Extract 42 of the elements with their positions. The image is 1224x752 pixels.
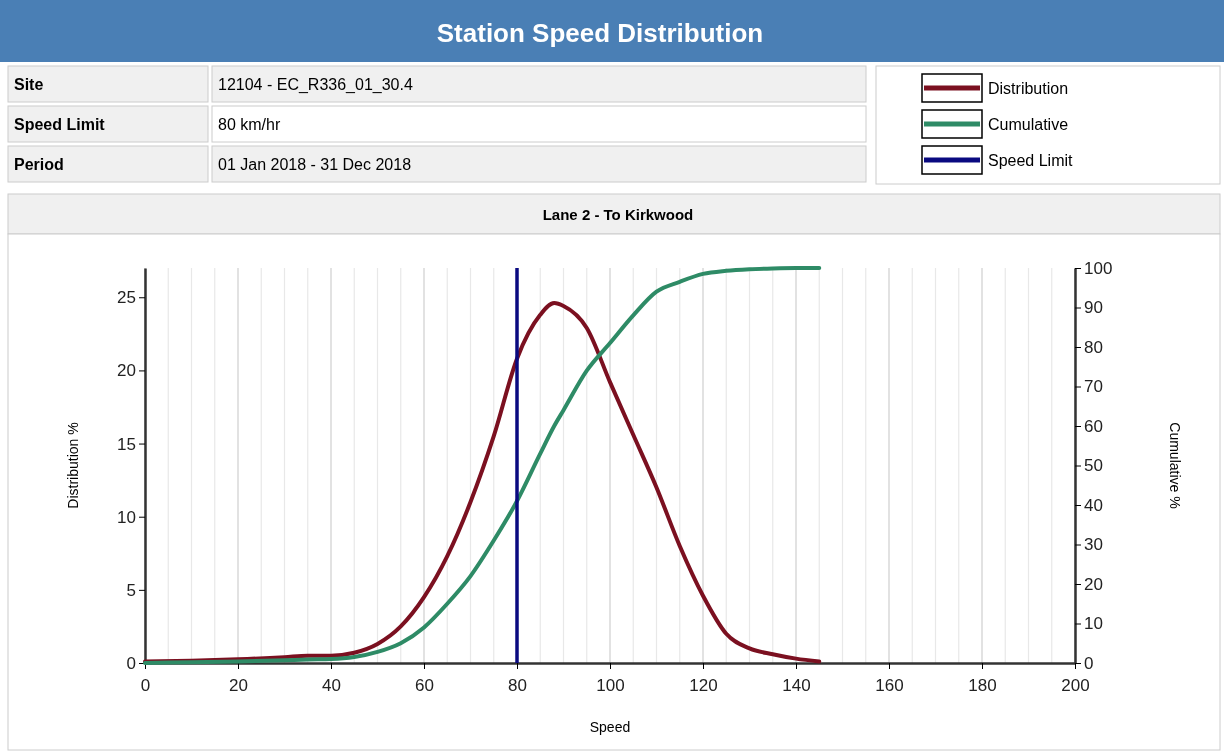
- x-tick-label: 100: [596, 675, 625, 695]
- y2-tick-label: 80: [1084, 337, 1103, 357]
- x-tick-label: 120: [689, 675, 718, 695]
- y2-tick-label: 10: [1084, 614, 1103, 634]
- y-tick-label: 15: [117, 434, 136, 454]
- legend-label: Distribution: [988, 80, 1069, 97]
- text: 01 Jan 2018 - 31 Dec 2018: [218, 156, 412, 173]
- y2-tick-label: 40: [1084, 495, 1103, 515]
- y-tick-label: 0: [126, 653, 136, 673]
- y2-tick-label: 70: [1084, 377, 1103, 397]
- chart-title: Station Speed Distribution: [436, 18, 764, 48]
- y2-tick-label: 30: [1084, 535, 1103, 555]
- x-tick-label: 40: [322, 675, 341, 695]
- text: Period: [14, 156, 64, 173]
- y2-tick-label: 20: [1084, 574, 1103, 594]
- y-axis-title: Distribution %: [65, 422, 81, 509]
- chart-subtitle: Lane 2 - To Kirkwood: [542, 206, 694, 223]
- legend-label: Speed Limit: [988, 152, 1074, 169]
- x-tick-label: 80: [508, 675, 527, 695]
- x-tick-label: 140: [782, 675, 811, 695]
- y-tick-label: 5: [126, 580, 136, 600]
- legend-label: Cumulative: [988, 116, 1069, 133]
- x-tick-label: 180: [968, 675, 997, 695]
- x-tick-label: 60: [415, 675, 434, 695]
- text: Speed Limit: [14, 116, 106, 133]
- text: Site: [14, 76, 44, 93]
- y2-tick-label: 100: [1084, 258, 1113, 278]
- y-tick-label: 20: [117, 361, 136, 381]
- x-axis-title: Speed: [589, 719, 631, 735]
- text: 12104 - EC_R336_01_30.4: [218, 76, 413, 94]
- text: 80 km/hr: [218, 116, 281, 133]
- x-tick-label: 20: [229, 675, 248, 695]
- y2-axis-title: Cumulative %: [1167, 422, 1183, 509]
- x-tick-label: 160: [875, 675, 904, 695]
- x-tick-label: 0: [140, 675, 151, 695]
- y2-tick-label: 60: [1084, 416, 1103, 436]
- y2-tick-label: 0: [1084, 653, 1094, 673]
- y-tick-label: 25: [117, 288, 136, 308]
- y-tick-label: 10: [117, 507, 136, 527]
- x-tick-label: 200: [1061, 675, 1090, 695]
- y2-tick-label: 90: [1084, 298, 1103, 318]
- y2-tick-label: 50: [1084, 456, 1103, 476]
